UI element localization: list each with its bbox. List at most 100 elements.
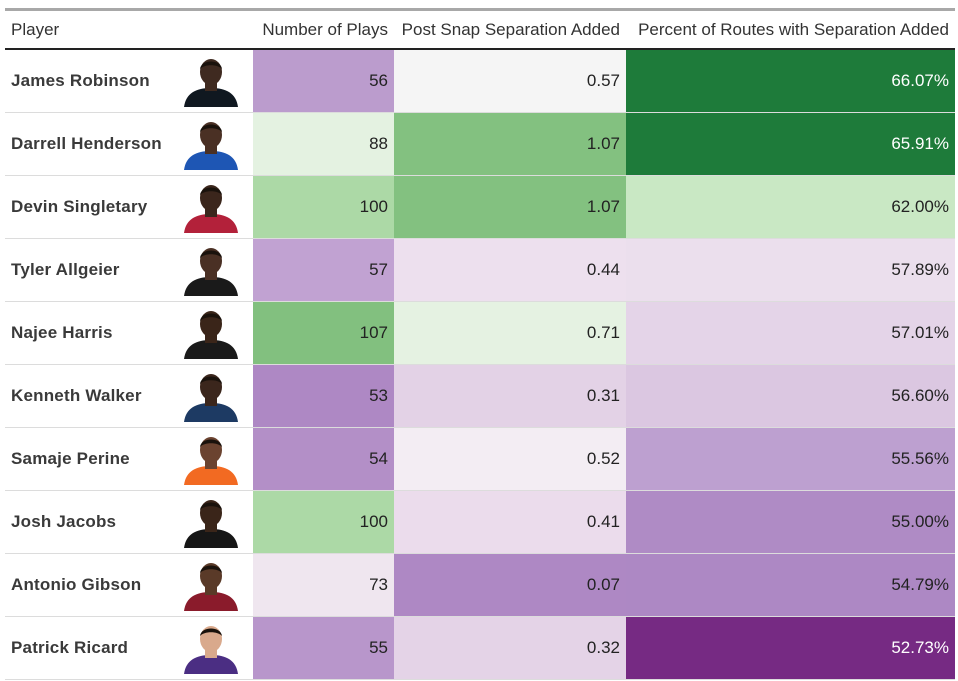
headshot-hair: [199, 61, 222, 69]
player-name: Samaje Perine: [5, 427, 168, 491]
player-name: Najee Harris: [5, 301, 168, 365]
headshot-jersey: [183, 340, 238, 359]
top-rule: [5, 8, 955, 11]
headshot-hair: [199, 313, 222, 321]
percent-cell: 65.91%: [626, 112, 955, 176]
headshot-neck: [204, 81, 217, 91]
player-headshot: [168, 616, 253, 680]
table-row: Antonio Gibson 73 0.07 54.79%: [5, 553, 955, 617]
headshot-neck: [204, 333, 217, 343]
table-row: Patrick Ricard 55 0.32 52.73%: [5, 616, 955, 680]
player-headshot: [168, 112, 253, 176]
player-name: Kenneth Walker: [5, 364, 168, 428]
player-name: Darrell Henderson: [5, 112, 168, 176]
table-row: Najee Harris 107 0.71 57.01%: [5, 301, 955, 365]
headshot-icon: [183, 59, 238, 107]
headshot-neck: [204, 522, 217, 532]
player-name: Josh Jacobs: [5, 490, 168, 554]
percent-cell: 57.01%: [626, 301, 955, 365]
player-headshot: [168, 553, 253, 617]
percent-cell: 57.89%: [626, 238, 955, 302]
headshot-jersey: [183, 88, 238, 107]
headshot-icon: [183, 185, 238, 233]
headshot-jersey: [183, 592, 238, 611]
table-row: Josh Jacobs 100 0.41 55.00%: [5, 490, 955, 554]
headshot-hair: [199, 376, 222, 384]
percent-cell: 66.07%: [626, 49, 955, 113]
headshot-icon: [183, 437, 238, 485]
headshot-icon: [183, 374, 238, 422]
headshot-icon: [183, 122, 238, 170]
headshot-jersey: [183, 529, 238, 548]
headshot-icon: [183, 311, 238, 359]
headshot-hair: [199, 502, 222, 510]
player-name: Devin Singletary: [5, 175, 168, 239]
headshot-jersey: [183, 277, 238, 296]
separation-cell: 0.31: [394, 364, 626, 428]
plays-cell: 107: [253, 301, 394, 365]
headshot-icon: [183, 500, 238, 548]
table-body: James Robinson 56 0.57 66.07% Darrell Hender…: [5, 49, 955, 680]
headshot-neck: [204, 270, 217, 280]
headshot-jersey: [183, 151, 238, 170]
table-row: Darrell Henderson 88 1.07 65.91%: [5, 112, 955, 176]
separation-cell: 1.07: [394, 112, 626, 176]
headshot-hair: [199, 250, 222, 258]
headshot-jersey: [183, 655, 238, 674]
table-row: Tyler Allgeier 57 0.44 57.89%: [5, 238, 955, 302]
percent-cell: 52.73%: [626, 616, 955, 680]
separation-cell: 0.32: [394, 616, 626, 680]
headshot-hair: [199, 628, 222, 636]
headshot-neck: [204, 648, 217, 658]
headshot-jersey: [183, 403, 238, 422]
headshot-jersey: [183, 466, 238, 485]
headshot-icon: [183, 626, 238, 674]
plays-cell: 55: [253, 616, 394, 680]
table-row: Devin Singletary 100 1.07 62.00%: [5, 175, 955, 239]
plays-cell: 56: [253, 49, 394, 113]
player-headshot: [168, 427, 253, 491]
percent-cell: 56.60%: [626, 364, 955, 428]
plays-cell: 57: [253, 238, 394, 302]
plays-cell: 88: [253, 112, 394, 176]
header-row: Player Number of Plays Post Snap Separat…: [5, 11, 955, 50]
plays-cell: 100: [253, 175, 394, 239]
separation-table: Player Number of Plays Post Snap Separat…: [5, 11, 955, 680]
separation-cell: 0.57: [394, 49, 626, 113]
table-container: Player Number of Plays Post Snap Separat…: [5, 8, 955, 680]
table-row: Samaje Perine 54 0.52 55.56%: [5, 427, 955, 491]
headshot-jersey: [183, 214, 238, 233]
headshot-hair: [199, 439, 222, 447]
headshot-neck: [204, 396, 217, 406]
player-headshot: [168, 364, 253, 428]
player-headshot: [168, 175, 253, 239]
separation-cell: 0.71: [394, 301, 626, 365]
plays-cell: 54: [253, 427, 394, 491]
headshot-neck: [204, 459, 217, 469]
separation-cell: 1.07: [394, 175, 626, 239]
headshot-neck: [204, 585, 217, 595]
percent-cell: 55.56%: [626, 427, 955, 491]
headshot-hair: [199, 124, 222, 132]
plays-cell: 100: [253, 490, 394, 554]
player-name: Tyler Allgeier: [5, 238, 168, 302]
headshot-hair: [199, 187, 222, 195]
header-percent-routes: Percent of Routes with Separation Added: [626, 11, 955, 50]
header-post-snap-separation: Post Snap Separation Added: [394, 11, 626, 50]
headshot-neck: [204, 144, 217, 154]
player-headshot: [168, 49, 253, 113]
table-row: James Robinson 56 0.57 66.07%: [5, 49, 955, 113]
headshot-neck: [204, 207, 217, 217]
headshot-hair: [199, 565, 222, 573]
separation-cell: 0.52: [394, 427, 626, 491]
player-name: James Robinson: [5, 49, 168, 113]
percent-cell: 62.00%: [626, 175, 955, 239]
player-headshot: [168, 301, 253, 365]
percent-cell: 54.79%: [626, 553, 955, 617]
percent-cell: 55.00%: [626, 490, 955, 554]
separation-cell: 0.41: [394, 490, 626, 554]
header-number-of-plays: Number of Plays: [253, 11, 394, 50]
header-player: Player: [5, 11, 253, 50]
plays-cell: 73: [253, 553, 394, 617]
separation-cell: 0.07: [394, 553, 626, 617]
